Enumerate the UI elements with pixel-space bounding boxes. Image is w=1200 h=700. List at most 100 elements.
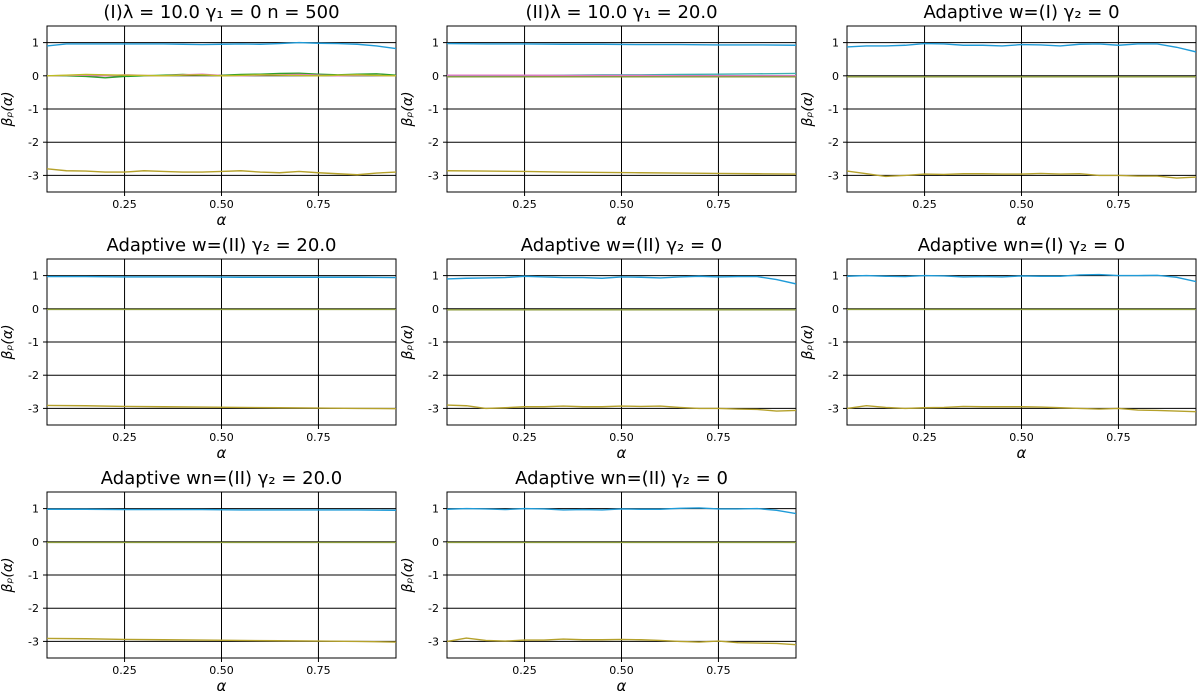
panel-title: Adaptive wn=(II) γ₂ = 0 <box>515 468 728 489</box>
x-axis-label: α <box>617 211 627 229</box>
x-axis-label: α <box>617 444 627 462</box>
panel-title: Adaptive wn=(II) γ₂ = 20.0 <box>101 468 342 489</box>
y-tick-label: 1 <box>832 270 839 283</box>
series-line-5 <box>447 170 796 175</box>
x-axis-label: α <box>217 444 227 462</box>
y-tick-label: 1 <box>32 270 39 283</box>
y-axis-label: βₚ(α) <box>800 324 816 360</box>
panel-title: Adaptive w=(I) γ₂ = 0 <box>923 2 1119 23</box>
y-tick-label: 0 <box>432 70 439 83</box>
y-tick-label: 1 <box>832 37 839 50</box>
panel-5: 0.25 0.50 0.75 1 0 -1 -2 -3 Adaptive w=(II) γ₂ =… <box>400 235 797 462</box>
y-tick-label: -2 <box>428 602 439 615</box>
series-group <box>847 273 1196 413</box>
x-tick-label: 0.50 <box>209 664 234 677</box>
series-line-3 <box>47 404 396 410</box>
series-group <box>447 42 796 175</box>
series-line-1 <box>447 275 796 285</box>
series-group <box>447 507 796 646</box>
y-tick-label: -2 <box>428 136 439 149</box>
x-tick-label: 0.50 <box>609 431 634 444</box>
y-tick-label: -1 <box>428 103 439 116</box>
x-axis-label: α <box>217 211 227 229</box>
y-tick-label: 0 <box>32 303 39 316</box>
y-tick-label: -1 <box>828 103 839 116</box>
panel-4: 0.25 0.50 0.75 1 0 -1 -2 -3 Adaptive w=(II) γ₂ =… <box>0 235 397 462</box>
y-tick-label: -2 <box>28 602 39 615</box>
series-group <box>47 508 396 643</box>
y-tick-label: -2 <box>828 369 839 382</box>
x-tick-label: 0.25 <box>112 198 137 211</box>
series-group <box>447 275 796 412</box>
y-tick-label: -2 <box>28 369 39 382</box>
y-tick-label: -1 <box>28 569 39 582</box>
series-line-1 <box>847 42 1196 53</box>
x-tick-label: 0.25 <box>912 198 937 211</box>
x-axis-label: α <box>217 677 227 695</box>
x-tick-label: 0.25 <box>512 664 537 677</box>
x-tick-label: 0.50 <box>209 431 234 444</box>
y-tick-label: 0 <box>32 536 39 549</box>
x-axis-label: α <box>1017 211 1027 229</box>
x-tick-label: 0.75 <box>306 198 331 211</box>
x-tick-label: 0.75 <box>306 664 331 677</box>
y-tick-label: -3 <box>28 169 39 182</box>
y-axis-label: βₚ(α) <box>400 557 416 593</box>
series-group <box>47 41 396 176</box>
y-tick-label: -3 <box>428 635 439 648</box>
y-tick-label: 1 <box>32 503 39 516</box>
x-axis-label: α <box>617 677 627 695</box>
panel-3: 0.25 0.50 0.75 1 0 -1 -2 -3 Adaptive w=(I) γ₂ = … <box>800 2 1197 229</box>
series-group <box>847 42 1196 179</box>
panel-title: Adaptive w=(II) γ₂ = 20.0 <box>106 235 336 256</box>
y-tick-label: -1 <box>28 103 39 116</box>
y-tick-label: 1 <box>432 503 439 516</box>
x-tick-label: 0.50 <box>1009 198 1034 211</box>
y-axis-label: βₚ(α) <box>400 91 416 127</box>
series-line-1 <box>47 508 396 511</box>
series-line-3 <box>447 637 796 646</box>
y-axis-label: βₚ(α) <box>0 557 16 593</box>
y-axis-label: βₚ(α) <box>0 91 16 127</box>
y-axis-label: βₚ(α) <box>0 324 16 360</box>
x-tick-label: 0.75 <box>706 198 731 211</box>
y-tick-label: -1 <box>828 336 839 349</box>
x-tick-label: 0.25 <box>912 431 937 444</box>
y-tick-label: 1 <box>32 37 39 50</box>
panel-1: 0.25 0.50 0.75 1 0 -1 -2 -3 (I)λ = 10.0 γ₁ = 0 n… <box>0 2 397 229</box>
y-tick-label: -3 <box>828 169 839 182</box>
x-tick-label: 0.25 <box>112 431 137 444</box>
x-tick-label: 0.50 <box>209 198 234 211</box>
series-line-3 <box>47 637 396 643</box>
panel-title: (II)λ = 10.0 γ₁ = 20.0 <box>525 2 717 23</box>
y-tick-label: 0 <box>32 70 39 83</box>
y-tick-label: 0 <box>432 303 439 316</box>
y-tick-label: 0 <box>832 303 839 316</box>
x-tick-label: 0.75 <box>706 431 731 444</box>
series-line-5 <box>47 168 396 176</box>
panel-title: Adaptive wn=(I) γ₂ = 0 <box>918 235 1126 256</box>
y-tick-label: -3 <box>28 635 39 648</box>
y-axis-label: βₚ(α) <box>800 91 816 127</box>
x-tick-label: 0.25 <box>512 198 537 211</box>
series-line-1 <box>47 275 396 279</box>
panel-title: (I)λ = 10.0 γ₁ = 0 n = 500 <box>103 2 339 23</box>
panel-8: 0.25 0.50 0.75 1 0 -1 -2 -3 Adaptive wn=(II) γ₂ … <box>400 468 797 695</box>
x-tick-label: 0.75 <box>1106 431 1131 444</box>
x-tick-label: 0.75 <box>706 664 731 677</box>
x-tick-label: 0.50 <box>609 198 634 211</box>
series-line-1 <box>47 41 396 50</box>
y-tick-label: -2 <box>28 136 39 149</box>
y-tick-label: -1 <box>28 336 39 349</box>
y-axis-label: βₚ(α) <box>400 324 416 360</box>
panel-6: 0.25 0.50 0.75 1 0 -1 -2 -3 Adaptive wn=(I) γ₂ =… <box>800 235 1197 462</box>
panel-2: 0.25 0.50 0.75 1 0 -1 -2 -3 (II)λ = 10.0 γ₁ = 20… <box>400 2 797 229</box>
y-tick-label: -1 <box>428 336 439 349</box>
y-tick-label: 1 <box>432 37 439 50</box>
x-tick-label: 0.25 <box>512 431 537 444</box>
series-line-4 <box>47 73 396 77</box>
series-line-3 <box>447 74 796 77</box>
series-line-3 <box>447 404 796 412</box>
y-tick-label: 0 <box>832 70 839 83</box>
